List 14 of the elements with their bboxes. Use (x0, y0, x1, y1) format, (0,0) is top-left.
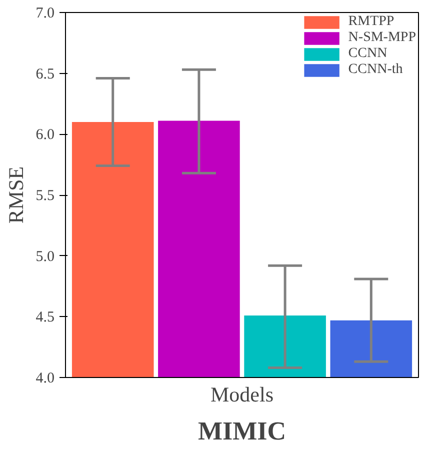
y-tick-label: 5.5 (36, 188, 54, 204)
legend-label: N-SM-MPP (348, 30, 416, 46)
y-axis-title: RMSE (4, 166, 28, 224)
text: MIMIC (198, 416, 286, 446)
y-tick-label: 4.5 (36, 310, 54, 326)
y-tick-label: 4.0 (36, 370, 54, 386)
legend-label: RMTPP (348, 14, 394, 30)
x-axis-title: Models (210, 382, 274, 406)
y-tick-label: 6.0 (36, 127, 54, 144)
y-tick-label: 6.5 (36, 66, 54, 82)
legend-label: CCNN (348, 46, 388, 62)
y-tick-label: 7.0 (36, 6, 54, 22)
legend-label: CCNN-th (348, 62, 403, 78)
y-tick-label: 5.0 (36, 248, 54, 265)
